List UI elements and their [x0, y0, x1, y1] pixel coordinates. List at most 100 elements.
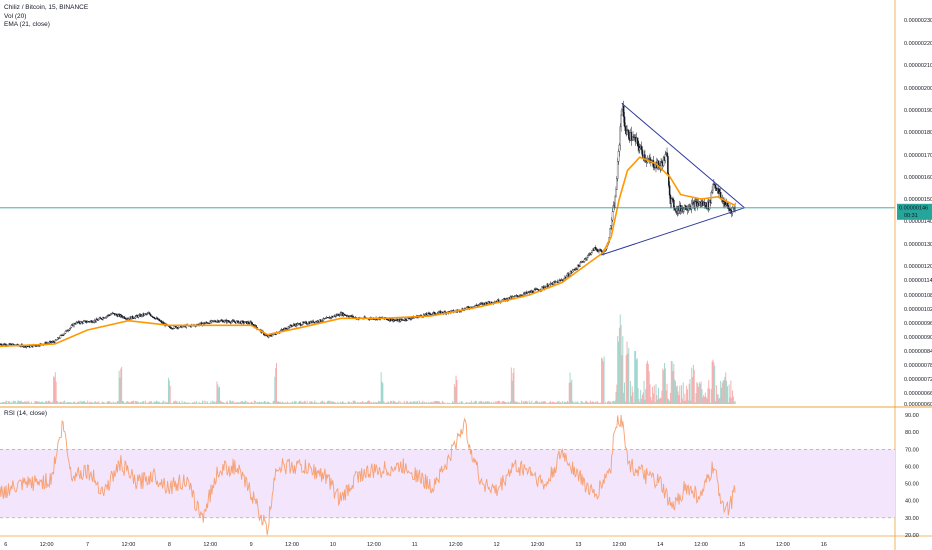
- price-tick-label: 0.00000180: [904, 130, 932, 136]
- volume-bar: [172, 403, 174, 404]
- volume-bar: [14, 400, 16, 404]
- candle-body: [177, 327, 180, 329]
- volume-bar: [241, 400, 243, 404]
- volume-bar: [266, 401, 268, 404]
- candle-body: [587, 254, 589, 258]
- volume-bar: [318, 403, 320, 404]
- volume-bar: [694, 402, 696, 404]
- volume-bar: [29, 402, 31, 404]
- volume-bar: [335, 403, 337, 404]
- volume-bar: [246, 402, 248, 404]
- volume-bar: [612, 401, 614, 404]
- volume-bar: [264, 401, 266, 404]
- volume-bar: [678, 395, 680, 404]
- candle-body: [227, 320, 229, 322]
- rsi-pane[interactable]: 90.00 80.00 70.00 60.00 50.00 40.00 30.00 20.00: [0, 413, 919, 539]
- volume-bar: [512, 372, 514, 404]
- price-pane[interactable]: 0.00000230 0.00000220 0.00000210 0.00000200…: [0, 0, 932, 408]
- volume-bar: [171, 402, 173, 404]
- volume-bar: [428, 401, 430, 404]
- volume-bar: [278, 402, 280, 404]
- volume-bar: [566, 400, 568, 404]
- rsi-axis[interactable]: 90.00 80.00 70.00 60.00 50.00 40.00 30.00 20.00: [905, 413, 919, 539]
- volume-bar: [269, 402, 271, 404]
- candle-body: [173, 325, 176, 329]
- volume-bar: [571, 379, 573, 404]
- candle-body: [610, 225, 612, 229]
- volume-bar: [175, 401, 177, 404]
- volume-bar: [668, 399, 670, 404]
- volume-bar: [697, 383, 699, 404]
- time-axis[interactable]: 6 12:00 7 12:00 8 12:00 9 12:00 10 12:00 11 12:00 12…: [4, 542, 827, 548]
- volume-bar: [2, 402, 4, 404]
- price-axis[interactable]: 0.00000230 0.00000220 0.00000210 0.00000200…: [904, 18, 932, 408]
- candle-body: [623, 116, 626, 127]
- volume-bar: [435, 400, 437, 404]
- triangle-lower-trendline[interactable]: [601, 207, 745, 256]
- candle-body: [251, 322, 253, 325]
- volume-bar: [378, 400, 380, 404]
- volume-bar: [624, 382, 626, 404]
- triangle-upper-trendline[interactable]: [621, 103, 745, 209]
- volume-bar: [413, 401, 415, 404]
- volume-bar: [657, 399, 659, 404]
- volume-bar: [544, 401, 546, 404]
- volume-bar: [295, 400, 297, 404]
- candle-body: [75, 321, 78, 325]
- volume-bar: [446, 403, 448, 404]
- rsi-tick-label: 90.00: [905, 413, 919, 419]
- volume-bar: [55, 381, 57, 404]
- volume-bar: [507, 401, 509, 404]
- volume-bar: [59, 402, 61, 404]
- volume-bar: [426, 402, 428, 404]
- candle-body: [620, 114, 622, 127]
- volume-bar: [297, 403, 299, 404]
- volume-bar: [115, 402, 117, 404]
- volume-bar: [436, 401, 438, 404]
- candle-body: [576, 264, 579, 269]
- candle-body: [408, 317, 410, 319]
- time-tick-label: 12:00: [285, 542, 299, 548]
- volume-bar: [212, 400, 214, 404]
- price-tick-label: 0.00000120: [904, 264, 932, 270]
- volume-bar: [475, 401, 477, 404]
- volume-bar: [728, 384, 730, 404]
- volume-bar: [707, 388, 709, 404]
- volume-bar: [638, 398, 640, 404]
- volume-bar: [448, 402, 450, 404]
- rsi-tick-label: 80.00: [905, 430, 919, 436]
- volume-bar: [35, 401, 37, 404]
- volume-bar: [476, 403, 478, 404]
- volume-bar: [276, 362, 278, 404]
- candle-body: [711, 189, 713, 193]
- volume-bar: [627, 353, 629, 404]
- volume-bar: [440, 402, 442, 404]
- volume-bar: [698, 382, 700, 404]
- volume-bar: [255, 403, 257, 404]
- volume-bar: [655, 384, 657, 404]
- candle-body: [427, 312, 429, 316]
- volume-bar: [369, 401, 371, 404]
- volume-bar: [545, 402, 547, 404]
- volume-bar: [322, 402, 324, 404]
- volume-bar: [553, 402, 555, 404]
- candle-body: [503, 298, 506, 300]
- volume-bar: [565, 401, 567, 404]
- volume-bar: [150, 401, 152, 404]
- candle-body: [70, 325, 73, 328]
- candle-body: [312, 320, 314, 323]
- volume-bar: [482, 401, 484, 404]
- volume-bar: [563, 401, 565, 404]
- volume-bar: [271, 403, 273, 404]
- volume-bar: [323, 401, 325, 404]
- volume-bar: [715, 401, 717, 404]
- volume-bar: [75, 403, 77, 404]
- volume-bar: [304, 401, 306, 404]
- price-tick-label: 0.00000102: [904, 307, 932, 313]
- candle-body: [617, 151, 620, 162]
- volume-bar: [472, 403, 474, 404]
- volume-bar: [270, 403, 272, 404]
- volume-bar: [263, 401, 265, 404]
- volume-bar: [702, 397, 704, 404]
